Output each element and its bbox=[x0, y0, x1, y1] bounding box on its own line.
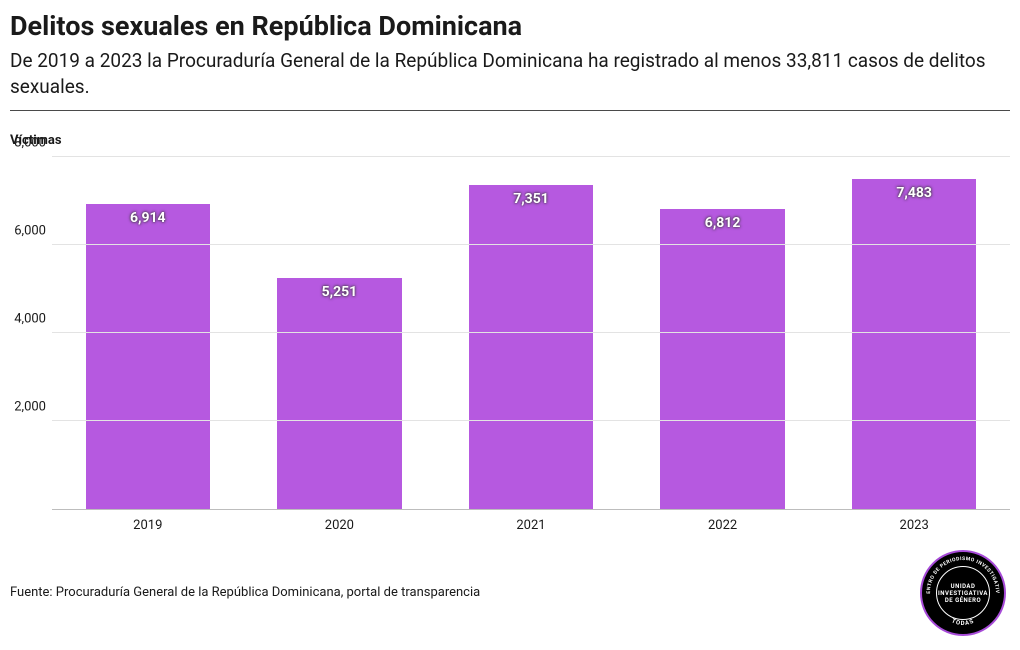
bar-value-label: 7,483 bbox=[896, 185, 932, 201]
bar-slot: 6,812 bbox=[627, 158, 819, 509]
plot-area: 6,914 5,251 7,351 6,812 7,483 bbox=[52, 158, 1010, 510]
chart: 2,0004,0006,0008,000 6,9145,2517,3516,81… bbox=[10, 158, 1010, 510]
x-tick-label: 2022 bbox=[627, 518, 819, 533]
bar: 6,914 bbox=[86, 204, 211, 508]
gridline bbox=[52, 420, 1010, 421]
y-axis: 2,0004,0006,0008,000 bbox=[10, 158, 52, 510]
bar-value-label: 6,812 bbox=[705, 215, 741, 231]
bar-slot: 5,251 bbox=[244, 158, 436, 509]
bar: 7,483 bbox=[852, 179, 977, 508]
y-tick-label: 2,000 bbox=[14, 399, 46, 414]
y-tick-label: 4,000 bbox=[14, 311, 46, 326]
bar-value-label: 7,351 bbox=[513, 191, 549, 207]
bar-value-label: 6,914 bbox=[130, 210, 166, 226]
publisher-badge: CENTRO DE PERIODISMO INVESTIGATIVO TODAS… bbox=[920, 550, 1006, 636]
gridline bbox=[52, 156, 1010, 157]
x-tick-label: 2019 bbox=[52, 518, 244, 533]
bar: 5,251 bbox=[277, 278, 402, 509]
bar-slot: 7,351 bbox=[435, 158, 627, 509]
source-text: Fuente: Procuraduría General de la Repúb… bbox=[10, 585, 1010, 600]
x-tick-label: 2021 bbox=[435, 518, 627, 533]
y-tick-label: 6,000 bbox=[14, 223, 46, 238]
page-subtitle: De 2019 a 2023 la Procuraduría General d… bbox=[10, 48, 1010, 99]
bars-container: 6,914 5,251 7,351 6,812 7,483 bbox=[52, 158, 1010, 509]
x-tick-label: 2023 bbox=[818, 518, 1010, 533]
bar: 6,812 bbox=[660, 209, 785, 509]
x-tick-label: 2020 bbox=[244, 518, 436, 533]
bar-slot: 7,483 bbox=[818, 158, 1010, 509]
bar-value-label: 5,251 bbox=[322, 284, 358, 300]
badge-line2: INVESTIGATIVA bbox=[938, 590, 988, 597]
x-axis: 20192020202120222023 bbox=[52, 518, 1010, 533]
divider bbox=[10, 110, 1010, 111]
page-title: Delitos sexuales en República Dominicana bbox=[10, 10, 1010, 42]
bar-slot: 6,914 bbox=[52, 158, 244, 509]
badge-line3: DE GÉNERO bbox=[945, 597, 981, 604]
y-axis-label: Víctimas bbox=[10, 133, 1010, 148]
bar: 7,351 bbox=[469, 185, 594, 508]
badge-line1: UNIDAD bbox=[951, 583, 976, 590]
gridline bbox=[52, 244, 1010, 245]
gridline bbox=[52, 332, 1010, 333]
y-tick-label: 8,000 bbox=[14, 135, 46, 150]
